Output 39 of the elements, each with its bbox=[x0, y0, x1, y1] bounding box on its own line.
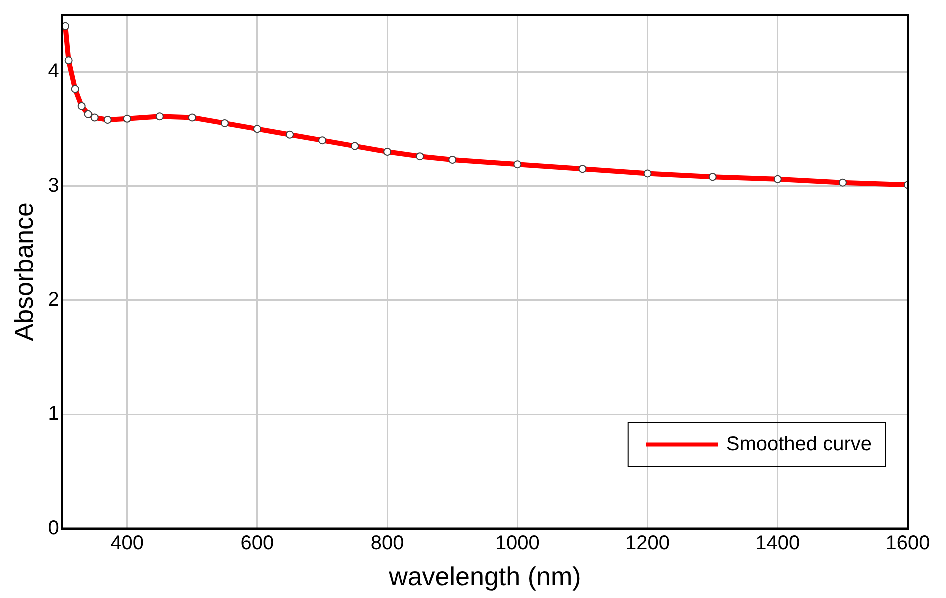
x-tick-label: 400 bbox=[110, 532, 144, 554]
point bbox=[644, 170, 652, 178]
x-tick-label: 600 bbox=[240, 532, 274, 554]
x-axis-title: wavelength (nm) bbox=[388, 562, 582, 592]
x-tick-label: 1000 bbox=[495, 532, 540, 554]
point bbox=[71, 85, 80, 94]
point bbox=[188, 114, 196, 122]
point bbox=[84, 110, 92, 118]
point bbox=[578, 165, 587, 174]
point bbox=[90, 114, 99, 122]
y-tick-label: 0 bbox=[48, 517, 60, 540]
y-tick-label: 3 bbox=[48, 174, 60, 197]
point bbox=[286, 130, 294, 139]
point bbox=[123, 114, 132, 123]
point bbox=[384, 148, 392, 156]
point bbox=[62, 22, 70, 30]
x-tick-label: 1400 bbox=[756, 532, 800, 554]
x-tick-label: 800 bbox=[370, 532, 404, 554]
y-tick-label: 1 bbox=[48, 403, 60, 426]
point bbox=[351, 142, 360, 150]
point bbox=[318, 136, 327, 145]
x-tick-label: 1200 bbox=[626, 532, 670, 554]
x-tick-label: 1600 bbox=[886, 532, 930, 554]
point bbox=[104, 116, 112, 124]
y-tick-label: 4 bbox=[48, 60, 60, 83]
point bbox=[708, 173, 717, 182]
point bbox=[514, 160, 522, 169]
point bbox=[78, 102, 86, 110]
point bbox=[156, 112, 164, 121]
point bbox=[416, 152, 424, 161]
y-tick-label: 2 bbox=[48, 288, 60, 311]
point bbox=[64, 56, 73, 65]
legend-label: Smoothed curve bbox=[726, 433, 872, 456]
y-axis-title: Absorbance bbox=[8, 202, 39, 342]
point bbox=[448, 156, 457, 164]
point bbox=[774, 175, 782, 184]
point bbox=[838, 178, 847, 187]
point bbox=[220, 119, 229, 128]
point bbox=[253, 125, 262, 134]
